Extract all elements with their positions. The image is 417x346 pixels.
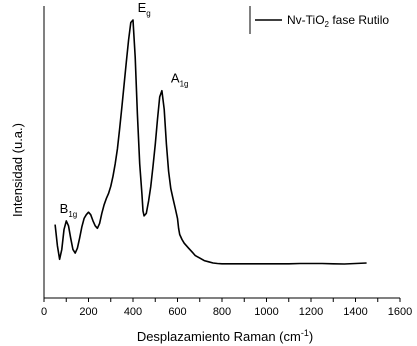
plot-frame (43, 6, 400, 299)
x-tick-label: 800 (213, 306, 231, 318)
peak-annotations: Eg A1g B1g (60, 0, 189, 219)
x-axis-ticks: 0 200 400 600 800 1000 1200 1400 1600 (41, 298, 412, 318)
legend: Nv-TiO2 fase Rutilo (249, 6, 389, 34)
series-layer (54, 19, 367, 265)
x-tick-label: 400 (124, 306, 142, 318)
x-tick-label: 1400 (343, 306, 367, 318)
peak-label: B1g (60, 201, 78, 219)
y-axis-title: Intensidad (u.a.) (10, 123, 25, 217)
x-axis-title: Desplazamiento Raman (cm-1) (137, 328, 313, 344)
x-tick-label: 200 (79, 306, 97, 318)
peak-label: Eg (138, 0, 151, 18)
legend-label: Nv-TiO2 fase Rutilo (287, 13, 389, 29)
x-tick-label: 1000 (254, 306, 278, 318)
x-tick-label: 0 (41, 306, 47, 318)
x-tick-label: 1200 (299, 306, 323, 318)
series-line (54, 19, 367, 265)
x-tick-label: 1600 (388, 306, 412, 318)
x-tick-label: 600 (168, 306, 186, 318)
peak-label: A1g (171, 71, 189, 89)
